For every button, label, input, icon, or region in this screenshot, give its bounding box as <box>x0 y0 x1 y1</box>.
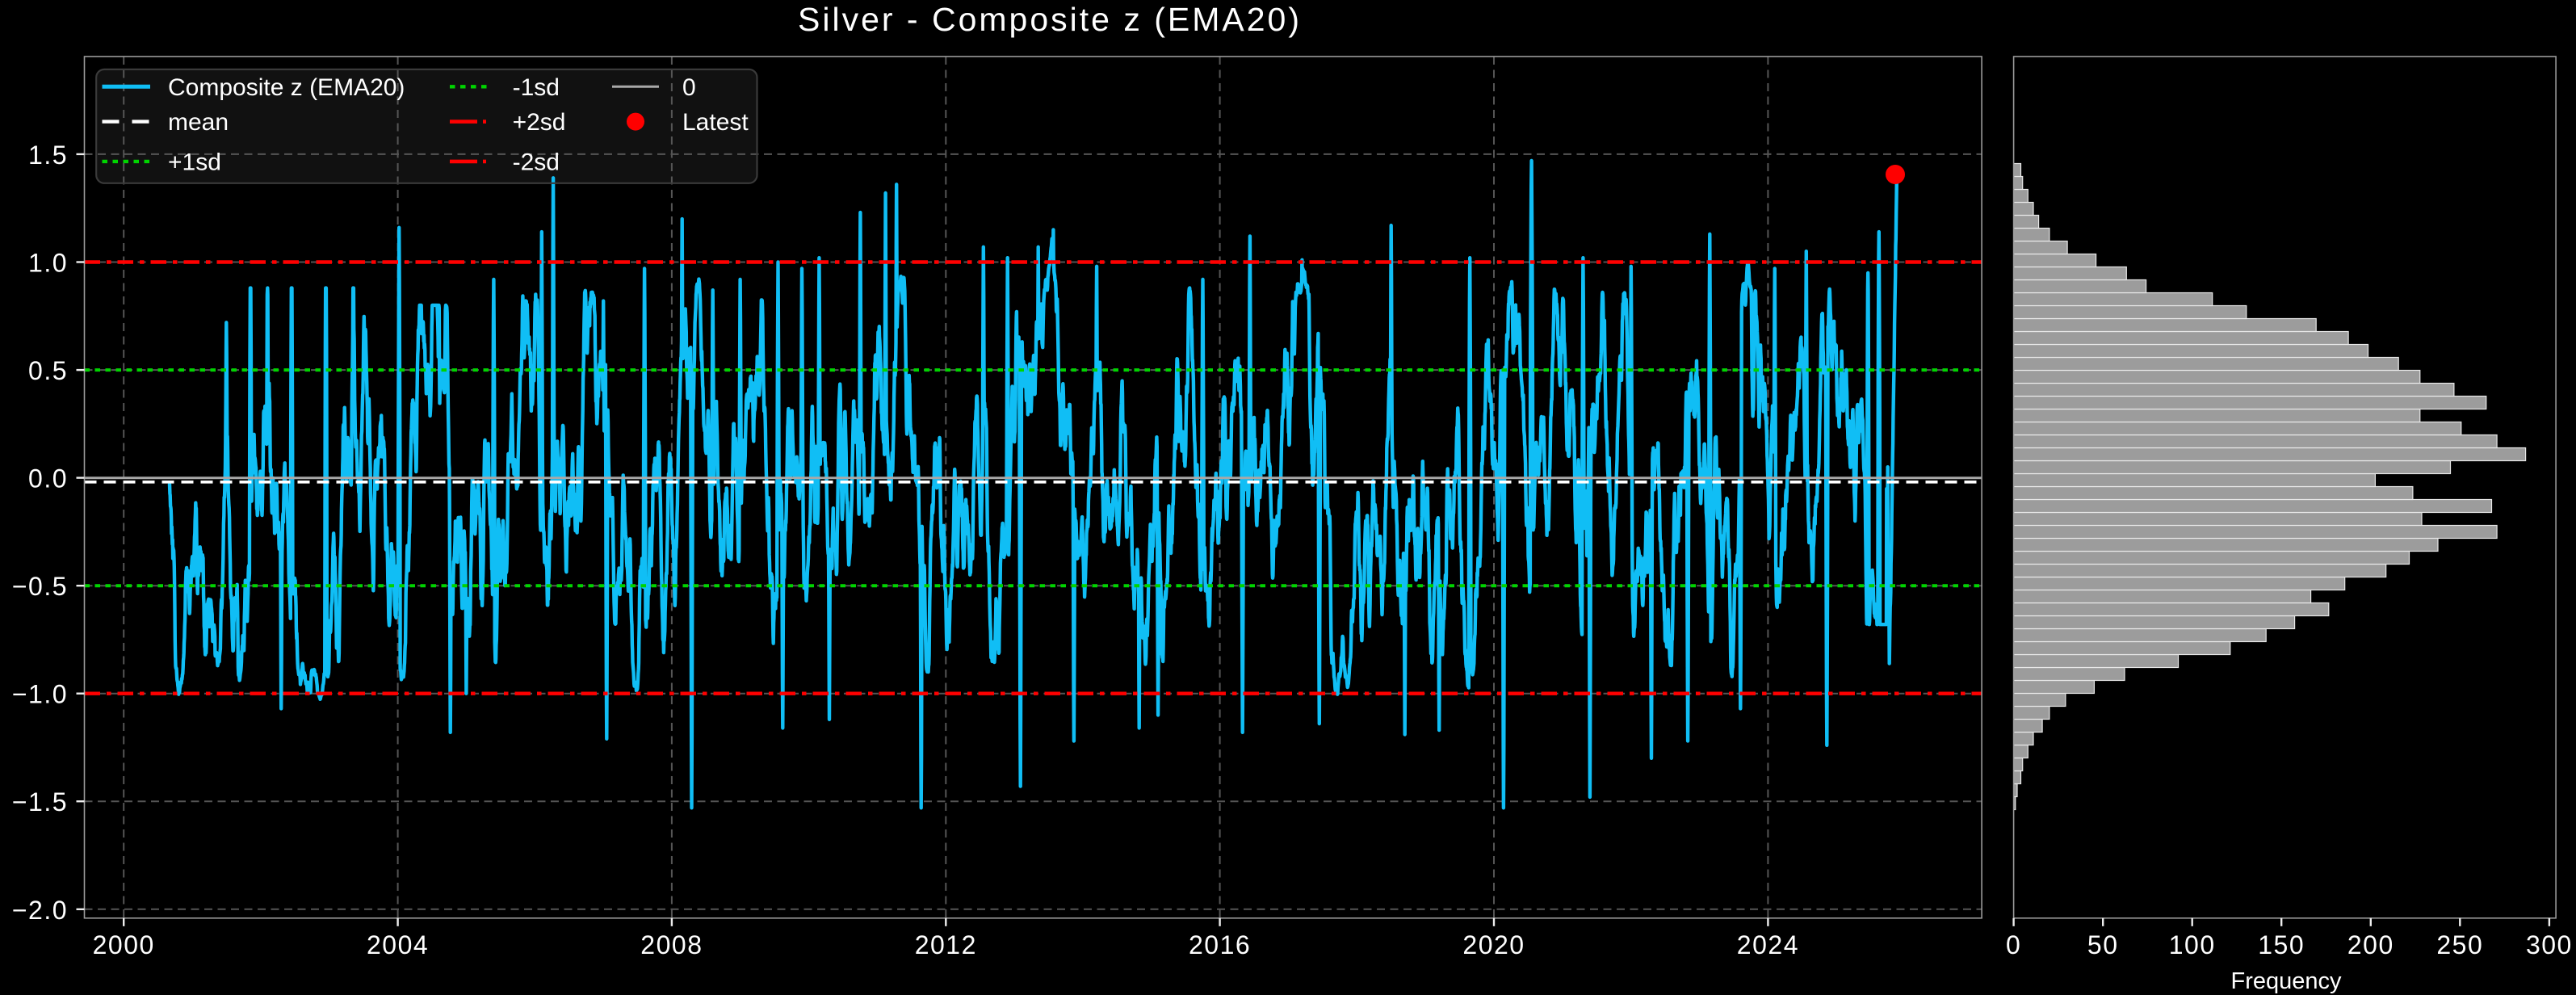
svg-text:Composite z (EMA20): Composite z (EMA20) <box>168 74 405 101</box>
svg-text:Latest: Latest <box>682 109 749 136</box>
svg-text:2008: 2008 <box>640 930 703 959</box>
svg-text:0: 0 <box>682 74 696 101</box>
svg-text:100: 100 <box>2169 930 2216 959</box>
svg-text:mean: mean <box>168 109 229 136</box>
svg-text:0: 0 <box>2006 930 2021 959</box>
svg-text:1.0: 1.0 <box>28 249 68 278</box>
svg-text:−1.0: −1.0 <box>12 680 68 709</box>
svg-text:+2sd: +2sd <box>513 109 566 136</box>
svg-text:250: 250 <box>2436 930 2483 959</box>
svg-text:2000: 2000 <box>93 930 155 959</box>
svg-text:Frequency: Frequency <box>2230 968 2342 994</box>
svg-text:0.0: 0.0 <box>28 464 68 493</box>
svg-text:150: 150 <box>2258 930 2305 959</box>
svg-text:200: 200 <box>2347 930 2394 959</box>
svg-text:-2sd: -2sd <box>513 149 560 175</box>
svg-text:2012: 2012 <box>915 930 977 959</box>
svg-text:Silver - Composite z (EMA20): Silver - Composite z (EMA20) <box>798 1 1302 38</box>
svg-text:2020: 2020 <box>1462 930 1525 959</box>
svg-text:0.5: 0.5 <box>28 356 68 385</box>
svg-text:+1sd: +1sd <box>168 149 221 175</box>
svg-text:50: 50 <box>2087 930 2119 959</box>
svg-text:-1sd: -1sd <box>513 74 560 101</box>
svg-text:−1.5: −1.5 <box>12 787 68 817</box>
svg-text:−0.5: −0.5 <box>12 572 68 601</box>
svg-text:300: 300 <box>2526 930 2573 959</box>
svg-text:2016: 2016 <box>1189 930 1251 959</box>
svg-text:1.5: 1.5 <box>28 141 68 170</box>
svg-text:2024: 2024 <box>1737 930 1799 959</box>
svg-text:−2.0: −2.0 <box>12 896 68 925</box>
svg-text:2004: 2004 <box>367 930 429 959</box>
